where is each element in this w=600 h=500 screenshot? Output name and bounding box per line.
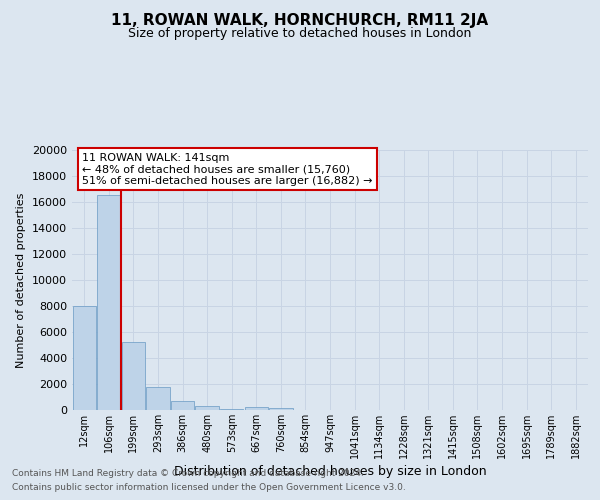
Bar: [269, 408, 293, 410]
Text: Contains HM Land Registry data © Crown copyright and database right 2024.: Contains HM Land Registry data © Crown c…: [12, 468, 364, 477]
Bar: [122, 342, 145, 410]
Bar: [196, 406, 219, 410]
X-axis label: Distribution of detached houses by size in London: Distribution of detached houses by size …: [173, 465, 487, 478]
Bar: [171, 401, 194, 410]
Bar: [245, 408, 268, 410]
Text: Contains public sector information licensed under the Open Government Licence v3: Contains public sector information licen…: [12, 484, 406, 492]
Bar: [146, 386, 170, 410]
Text: 11, ROWAN WALK, HORNCHURCH, RM11 2JA: 11, ROWAN WALK, HORNCHURCH, RM11 2JA: [112, 12, 488, 28]
Bar: [220, 408, 244, 410]
Text: 11 ROWAN WALK: 141sqm
← 48% of detached houses are smaller (15,760)
51% of semi-: 11 ROWAN WALK: 141sqm ← 48% of detached …: [82, 152, 373, 186]
Text: Size of property relative to detached houses in London: Size of property relative to detached ho…: [128, 28, 472, 40]
Bar: [73, 306, 96, 410]
Y-axis label: Number of detached properties: Number of detached properties: [16, 192, 26, 368]
Bar: [97, 196, 121, 410]
